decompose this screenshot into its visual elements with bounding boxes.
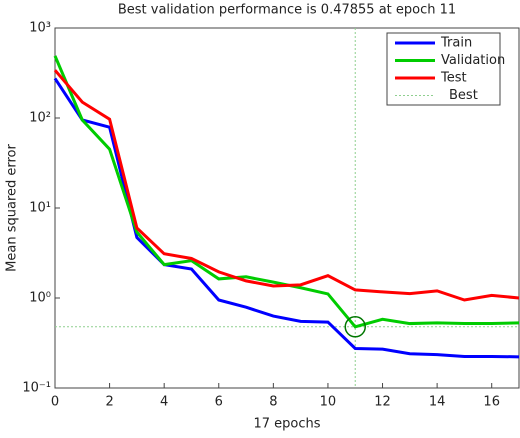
- y-axis-label: Mean squared error: [5, 144, 20, 272]
- y-tick-label: 10²: [29, 111, 51, 126]
- legend-label: Validation: [441, 53, 505, 68]
- x-tick-label: 14: [429, 395, 446, 410]
- series-line: [53, 69, 520, 302]
- y-tick-label: 10⁻¹: [22, 381, 51, 396]
- x-tick-label: 4: [160, 395, 168, 410]
- x-tick-label: 10: [320, 395, 337, 410]
- y-tick-label: 10³: [29, 21, 51, 36]
- legend-label: Train: [440, 36, 472, 51]
- best-marker: [344, 316, 366, 338]
- x-tick-label: 8: [269, 395, 277, 410]
- legend-label: Test: [440, 71, 467, 86]
- x-tick-label: 16: [483, 395, 500, 410]
- legend-box: [386, 32, 501, 106]
- x-axis-label: 17 epochs: [253, 417, 320, 432]
- x-tick-label: 0: [51, 395, 59, 410]
- y-tick-label: 10⁰: [29, 291, 51, 306]
- legend-label: Best: [449, 88, 478, 103]
- y-tick-label: 10¹: [29, 201, 51, 216]
- chart-title: Best validation performance is 0.47855 a…: [118, 3, 456, 18]
- x-tick-label: 12: [374, 395, 391, 410]
- x-tick-label: 6: [215, 395, 223, 410]
- x-tick-label: 2: [105, 395, 113, 410]
